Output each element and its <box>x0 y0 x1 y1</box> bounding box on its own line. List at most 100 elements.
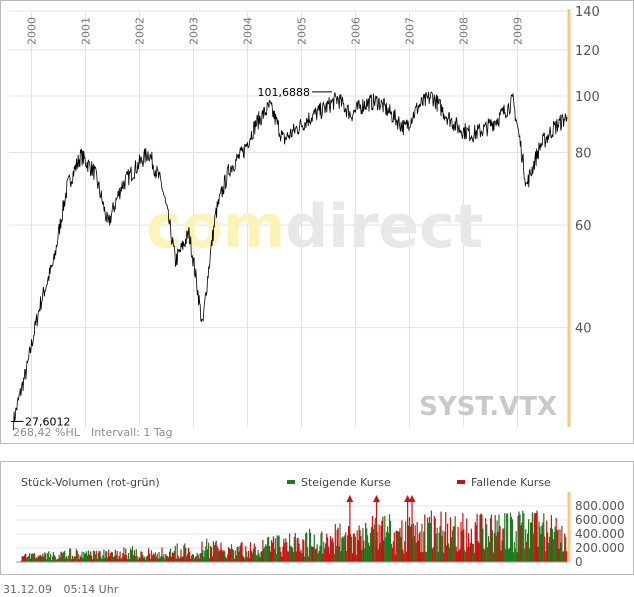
volume-bar <box>236 546 238 562</box>
volume-bar <box>141 551 143 562</box>
volume-bar <box>89 554 91 562</box>
volume-bar <box>565 536 567 562</box>
volume-bar <box>562 552 564 562</box>
volume-bar <box>522 510 524 562</box>
volume-bar <box>558 548 560 562</box>
volume-bar <box>505 548 507 562</box>
volume-bar <box>323 541 325 562</box>
volume-bar <box>561 525 563 562</box>
volume-bar <box>391 547 393 562</box>
volume-bar <box>235 555 237 562</box>
volume-bar <box>80 557 82 562</box>
volume-bar <box>520 525 522 562</box>
volume-bar <box>244 558 246 562</box>
volume-bar <box>355 554 357 562</box>
volume-bar <box>289 533 291 562</box>
volume-bar <box>160 556 162 562</box>
volume-bar <box>399 528 401 562</box>
volume-bar <box>147 555 149 562</box>
volume-bar <box>296 538 298 562</box>
volume-bar <box>74 556 76 562</box>
volume-bar <box>145 559 147 562</box>
symbol-label: SYST.VTX <box>419 392 557 422</box>
volume-bar <box>241 541 243 562</box>
volume-bar <box>138 556 140 562</box>
volume-bar <box>441 536 443 562</box>
volume-bar <box>553 531 555 562</box>
volume-bar <box>115 554 117 562</box>
volume-bar <box>25 553 27 562</box>
volume-bar <box>384 515 386 562</box>
volume-bar <box>165 554 167 562</box>
volume-bar <box>258 553 260 562</box>
volume-bar <box>186 556 188 562</box>
volume-bar <box>182 556 184 562</box>
volume-bar <box>451 530 453 562</box>
volume-bar <box>366 528 368 562</box>
volume-bar <box>44 552 46 562</box>
volume-bar <box>372 528 374 562</box>
volume-bar <box>413 536 415 562</box>
volume-bar <box>146 556 148 562</box>
volume-bar <box>521 522 523 562</box>
volume-bar <box>523 513 525 562</box>
volume-bar <box>286 541 288 562</box>
volume-bar <box>524 548 526 562</box>
volume-bar <box>304 556 306 562</box>
volume-bar <box>420 552 422 562</box>
volume-bar <box>168 557 170 562</box>
volume-bar <box>350 536 353 562</box>
volume-bar <box>418 533 420 562</box>
volume-bar <box>299 551 301 562</box>
volume-bar <box>132 555 134 562</box>
volume-bar <box>62 553 64 562</box>
volume-bar <box>538 521 540 562</box>
volume-bar <box>566 551 568 562</box>
volume-bar <box>189 558 192 562</box>
volume-bar <box>389 520 392 562</box>
volume-bar <box>223 550 225 562</box>
volume-tick-label: 600.000 <box>575 513 625 527</box>
volume-bar <box>37 555 39 562</box>
volume-bar <box>392 541 394 562</box>
x-tick-label: 2006 <box>350 17 363 45</box>
volume-bar <box>183 545 185 562</box>
volume-bar <box>65 558 67 562</box>
volume-bar <box>265 544 267 562</box>
volume-bar <box>388 514 391 562</box>
volume-bar <box>185 548 187 562</box>
volume-bar <box>85 553 87 562</box>
volume-bar <box>226 558 228 562</box>
volume-bar <box>81 551 83 562</box>
volume-bar <box>202 549 204 562</box>
volume-bar <box>289 545 292 562</box>
volume-bar <box>351 553 353 562</box>
volume-bar <box>551 529 553 562</box>
volume-bar <box>512 552 514 562</box>
volume-bar <box>293 536 295 562</box>
volume-bar <box>263 548 265 562</box>
volume-bar <box>307 547 309 562</box>
volume-bar <box>211 556 213 562</box>
volume-bar <box>133 550 135 562</box>
volume-bar <box>277 536 279 562</box>
volume-bar <box>460 521 462 562</box>
volume-bar <box>24 554 26 562</box>
volume-bar <box>39 554 41 562</box>
volume-bar <box>468 546 471 562</box>
volume-bar <box>321 531 323 562</box>
volume-peak-arrow <box>346 495 354 502</box>
volume-bar <box>519 514 521 562</box>
volume-bar <box>370 527 372 562</box>
volume-bar <box>363 540 365 562</box>
volume-bar <box>316 544 318 562</box>
volume-bar <box>540 534 542 562</box>
volume-bar <box>30 558 32 562</box>
volume-bar <box>560 542 562 562</box>
volume-bar <box>433 516 435 562</box>
volume-bar <box>259 557 261 562</box>
volume-bar <box>113 556 115 562</box>
volume-bar <box>273 548 275 562</box>
volume-bar <box>149 559 152 562</box>
volume-bar <box>464 549 466 562</box>
